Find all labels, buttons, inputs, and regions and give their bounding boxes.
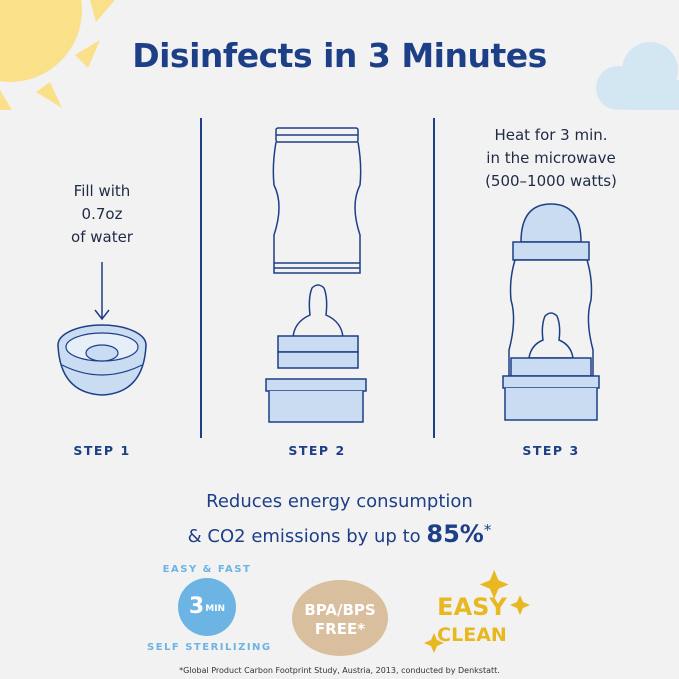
sun-icon xyxy=(0,0,115,110)
badge-unit: MIN xyxy=(205,604,226,614)
energy-line1: Reduces energy consumption xyxy=(206,491,473,512)
3min-sterilizing-badge: EASY & FAST 3 MIN SELF STERILIZING xyxy=(147,564,272,660)
step2-label: STEP 2 xyxy=(288,443,346,458)
bottle-body-illustration xyxy=(272,127,362,274)
footnote: *Global Product Carbon Footprint Study, … xyxy=(179,666,500,675)
energy-claim: Reduces energy consumption & CO2 emissio… xyxy=(0,488,679,551)
bpa-free-badge: BPA/BPS FREE* xyxy=(292,580,388,656)
badge-bottom-text: SELF STERILIZING xyxy=(147,642,272,653)
energy-text: & CO2 emissions by up to xyxy=(187,526,421,547)
page-title: Disinfects in 3 Minutes xyxy=(132,36,547,75)
bpa-line1: BPA/BPS xyxy=(304,601,375,619)
assembled-sterilizer-illustration xyxy=(502,203,600,421)
caption-line: in the microwave xyxy=(486,149,616,167)
step3-label: STEP 3 xyxy=(522,443,580,458)
arrow-down-icon xyxy=(94,262,110,321)
badge-number: 3 xyxy=(188,594,205,619)
step1-label: STEP 1 xyxy=(73,443,131,458)
timer-dial-icon: 3 MIN xyxy=(178,578,236,636)
divider xyxy=(200,118,202,438)
bowl-illustration xyxy=(57,324,147,396)
divider xyxy=(433,118,435,438)
clean-line1: EASY xyxy=(437,593,507,621)
base-illustration xyxy=(265,378,367,423)
energy-value: 85% xyxy=(426,520,484,548)
caption-line: (500–1000 watts) xyxy=(485,172,617,190)
cloud-icon xyxy=(596,42,679,110)
bpa-line2: FREE* xyxy=(315,620,365,638)
footnote-mark: * xyxy=(483,521,492,539)
badge-top-text: EASY & FAST xyxy=(162,564,252,575)
nipple-collar-illustration xyxy=(277,284,359,369)
caption-line: Fill with xyxy=(73,182,131,200)
caption-line: 0.7oz xyxy=(81,205,123,223)
clean-line2: CLEAN xyxy=(437,624,507,646)
energy-line2: & CO2 emissions by up to 85%* xyxy=(0,516,679,551)
caption-line: Heat for 3 min. xyxy=(494,126,608,144)
caption-line: of water xyxy=(71,228,133,246)
easy-clean-badge: EASY CLEAN xyxy=(424,570,530,653)
step1-caption: Fill with 0.7oz of water xyxy=(42,180,162,249)
step3-caption: Heat for 3 min. in the microwave (500–10… xyxy=(471,124,631,193)
